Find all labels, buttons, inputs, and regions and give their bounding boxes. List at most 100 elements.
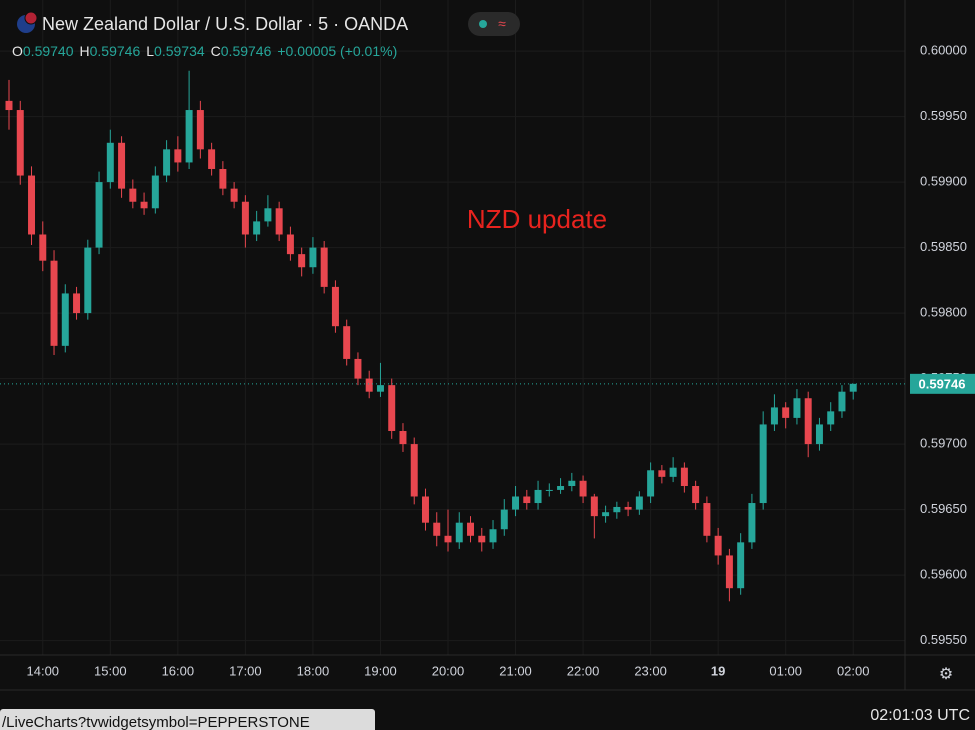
candle-body bbox=[5, 100, 13, 111]
candle-body bbox=[815, 424, 823, 445]
status-url: /LiveCharts?tvwidgetsymbol=PEPPERSTONE bbox=[2, 714, 310, 730]
grid bbox=[0, 0, 905, 655]
candle-body bbox=[151, 175, 159, 209]
candle-body bbox=[219, 168, 227, 189]
x-tick-label: 16:00 bbox=[162, 663, 195, 678]
annotation: NZD update bbox=[467, 204, 607, 234]
ohlc-key: H bbox=[80, 43, 90, 59]
candle-body bbox=[275, 208, 283, 235]
flag-icon bbox=[24, 11, 38, 25]
candle-body bbox=[421, 496, 429, 523]
candle-body bbox=[658, 470, 666, 477]
x-tick-label: 20:00 bbox=[432, 663, 465, 678]
candle-body bbox=[759, 424, 767, 504]
candle-body bbox=[241, 201, 249, 235]
ohlc-value: 0.59746 bbox=[221, 43, 272, 59]
candle-body bbox=[208, 149, 216, 169]
x-tick-label: 02:00 bbox=[837, 663, 870, 678]
candle-body bbox=[635, 496, 643, 510]
settings-icon[interactable]: ⚙ bbox=[939, 666, 953, 683]
candle-body bbox=[196, 110, 204, 150]
y-tick-label: 0.59650 bbox=[920, 501, 967, 516]
candle-body bbox=[602, 512, 610, 517]
x-tick-label: 14:00 bbox=[27, 663, 60, 678]
candle-body bbox=[782, 407, 790, 418]
last-price-tag bbox=[910, 373, 975, 394]
candle-body bbox=[770, 407, 778, 425]
candle-body bbox=[39, 234, 47, 261]
candle-body bbox=[455, 522, 463, 543]
candle-body bbox=[590, 496, 598, 517]
candle-body bbox=[95, 182, 103, 248]
x-tick-label: 19:00 bbox=[364, 663, 397, 678]
candle-body bbox=[118, 142, 126, 189]
candle-body bbox=[174, 149, 182, 163]
candle-body bbox=[793, 398, 801, 418]
wave-icon: ≈ bbox=[498, 16, 506, 32]
candle-body bbox=[264, 208, 272, 222]
candles bbox=[5, 70, 857, 602]
candle-body bbox=[804, 398, 812, 445]
candle-body bbox=[534, 489, 542, 504]
candle-body bbox=[399, 430, 407, 445]
candle-body bbox=[230, 188, 238, 202]
candle-body bbox=[106, 142, 114, 183]
status-bar bbox=[0, 709, 375, 730]
ohlc-value: 0.59740 bbox=[23, 43, 74, 59]
status-dot bbox=[479, 20, 487, 28]
candle-body bbox=[16, 110, 24, 176]
ohlc-key: C bbox=[211, 43, 221, 59]
ohlc-key: L bbox=[146, 43, 154, 59]
candle-body bbox=[388, 385, 396, 431]
candle-body bbox=[838, 391, 846, 412]
x-tick-label: 23:00 bbox=[634, 663, 667, 678]
candle-body bbox=[467, 522, 474, 536]
candle-body bbox=[185, 110, 193, 163]
x-tick-label: 17:00 bbox=[229, 663, 262, 678]
candle-body bbox=[28, 175, 36, 235]
candle-body bbox=[365, 378, 373, 392]
candle-body bbox=[320, 247, 328, 287]
candle-body bbox=[714, 535, 722, 556]
y-tick-label: 0.60000 bbox=[920, 43, 967, 58]
ohlc-value: 0.59734 bbox=[154, 43, 205, 59]
x-tick-label: 01:00 bbox=[769, 663, 802, 678]
candle-body bbox=[703, 503, 711, 536]
candle-body bbox=[61, 293, 69, 346]
x-tick-label: 19 bbox=[711, 663, 725, 678]
candle-body bbox=[647, 470, 655, 497]
x-tick-label: 15:00 bbox=[94, 663, 127, 678]
candle-body bbox=[557, 486, 565, 490]
x-tick-label: 21:00 bbox=[499, 663, 532, 678]
candle-body bbox=[827, 411, 835, 425]
candle-body bbox=[444, 535, 452, 543]
y-tick-label: 0.59550 bbox=[920, 632, 967, 647]
candle-body bbox=[692, 486, 700, 504]
candle-body bbox=[343, 326, 351, 359]
candle-body bbox=[73, 293, 81, 314]
ohlc-value: 0.59746 bbox=[90, 43, 141, 59]
x-tick-label: 18:00 bbox=[297, 663, 330, 678]
clock: 02:01:03 UTC bbox=[870, 707, 970, 724]
candle-body bbox=[545, 489, 553, 491]
y-tick-label: 0.59950 bbox=[920, 108, 967, 123]
y-tick-label: 0.59850 bbox=[920, 239, 967, 254]
candle-body bbox=[568, 480, 576, 487]
candle-body bbox=[512, 496, 520, 510]
candle-body bbox=[129, 188, 137, 202]
change: +0.00005 (+0.01%) bbox=[277, 43, 397, 59]
symbol-title: New Zealand Dollar / U.S. Dollar · 5 · O… bbox=[42, 14, 408, 34]
candle-body bbox=[725, 555, 733, 589]
candle-body bbox=[354, 358, 362, 379]
status-pill[interactable] bbox=[468, 12, 520, 36]
candle-body bbox=[523, 496, 531, 504]
candle-body bbox=[737, 542, 745, 589]
candle-body bbox=[478, 535, 486, 543]
ohlc-line: O0.59740 H0.59746 L0.59734 C0.59746 +0.00005… bbox=[12, 43, 397, 59]
candle-body bbox=[253, 221, 261, 235]
candle-body bbox=[849, 383, 857, 392]
last-price-label: 0.59746 bbox=[919, 376, 966, 391]
candle-body bbox=[298, 254, 306, 268]
